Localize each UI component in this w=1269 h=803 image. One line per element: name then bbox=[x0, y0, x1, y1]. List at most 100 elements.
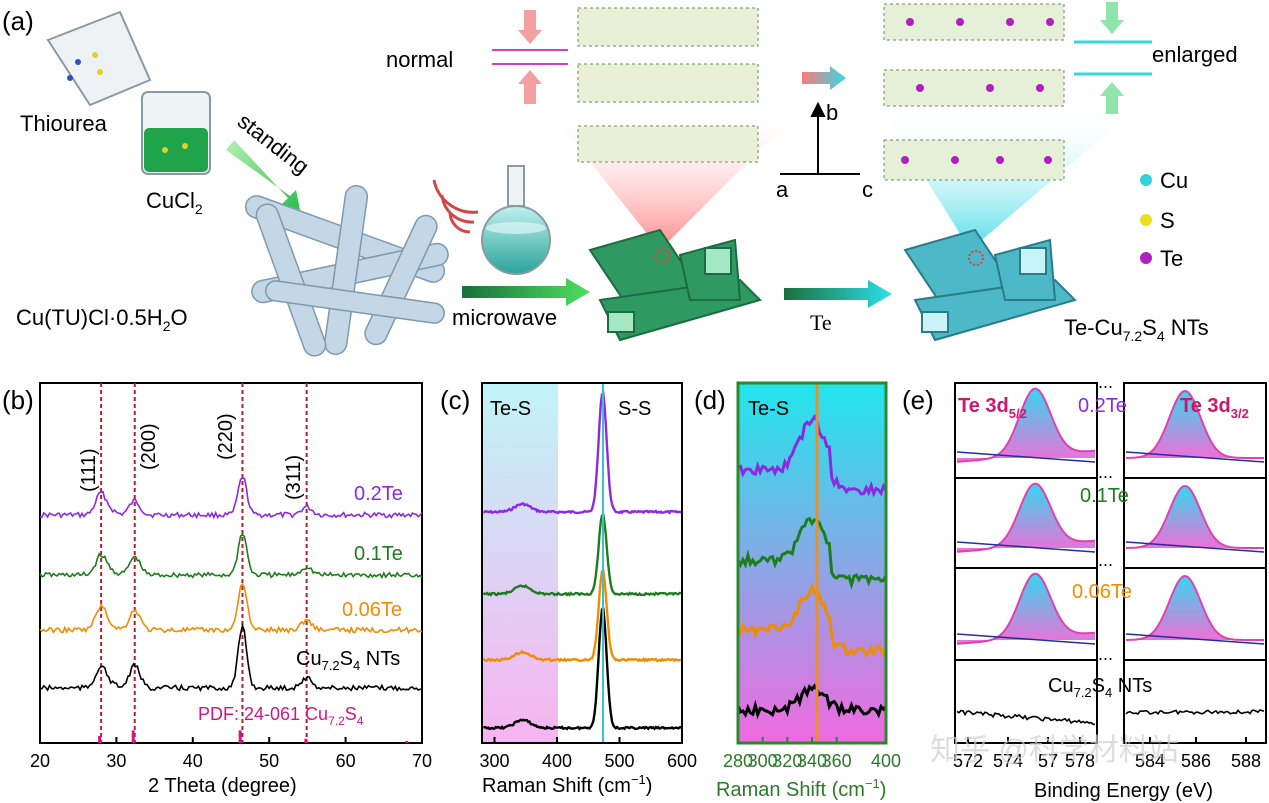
e-series-label-0.2te: 0.2Te bbox=[1078, 395, 1127, 417]
break-mark-3: ... bbox=[1098, 644, 1113, 664]
d-tick-label-5: 400 bbox=[871, 751, 901, 771]
e-fill-0-0 bbox=[957, 388, 1095, 462]
e-envelope-1-0 bbox=[956, 482, 1096, 553]
e-baseline-1-0 bbox=[956, 541, 1096, 553]
panel-d-xlabel: Raman Shift (cm−1) bbox=[716, 776, 886, 801]
axis-c-label: c bbox=[862, 177, 873, 202]
panel-e-breaks: ... ... ... ... bbox=[1098, 372, 1113, 664]
e-peak-left-label: Te 3d5/2 bbox=[958, 395, 1027, 421]
cyan-tubes-icon bbox=[903, 228, 1077, 342]
legend-s-dot bbox=[1140, 214, 1152, 226]
e-fill-2-1 bbox=[1126, 576, 1264, 640]
panel-e-xlabel: Binding Energy (eV) bbox=[1034, 780, 1213, 802]
panel-c-ss-label: S-S bbox=[618, 398, 651, 420]
panel-b-frame bbox=[39, 382, 423, 744]
break-mark-1: ... bbox=[1098, 462, 1113, 482]
b-tick-label-0: 20 bbox=[30, 751, 50, 771]
d-tick-label-1: 300 bbox=[748, 751, 778, 771]
b-curve-3 bbox=[39, 623, 423, 693]
panel-a-label: (a) bbox=[2, 6, 34, 36]
e-tick-label-5: 586 bbox=[1181, 751, 1211, 771]
c-curve-0 bbox=[483, 391, 683, 515]
te-arrow-label: Te bbox=[810, 310, 832, 335]
d-tick-label-4: 360 bbox=[822, 751, 852, 771]
panel-d-bg bbox=[738, 383, 886, 743]
c-tick-label-0: 300 bbox=[479, 751, 509, 771]
rods-bundle-icon bbox=[244, 184, 449, 357]
e-cu-curve-1 bbox=[1125, 709, 1265, 716]
panel-c-tes-label: Te-S bbox=[490, 398, 531, 420]
panel-e-xticks: 572 574 57 578 584 586 588 bbox=[953, 737, 1261, 771]
panel-b-peak-guides bbox=[100, 383, 308, 743]
b-tick-label-1: 30 bbox=[106, 751, 126, 771]
b-series-label-0.2te: 0.2Te bbox=[354, 483, 403, 505]
pdf-label: PDF: 24-061 Cu7.2S4 bbox=[198, 704, 364, 728]
crystal-layers-enlarged bbox=[883, 3, 1065, 181]
e-fill-1-0 bbox=[957, 483, 1095, 552]
peak-label-311: (311) bbox=[283, 455, 305, 500]
b-curve-2 bbox=[39, 582, 423, 635]
e-envelope-0-0 bbox=[956, 387, 1096, 463]
panel-d-label: (d) bbox=[694, 385, 726, 415]
legend-cu-label: Cu bbox=[1160, 168, 1188, 193]
enlarged-label: enlarged bbox=[1152, 42, 1238, 67]
e-fill-2-0 bbox=[957, 573, 1095, 644]
product-label: Te-Cu7.2S4 NTs bbox=[1064, 315, 1209, 344]
b-tick-label-3: 50 bbox=[259, 751, 279, 771]
b-series-label-0.06te: 0.06Te bbox=[342, 599, 402, 621]
crystal-layers-normal bbox=[577, 7, 759, 163]
axis-b-label: b bbox=[826, 100, 838, 125]
break-mark-2: ... bbox=[1098, 550, 1113, 570]
microwave-arrow bbox=[462, 278, 590, 306]
e-baseline-0-0 bbox=[956, 451, 1096, 463]
up-arrow-red bbox=[518, 70, 542, 104]
panel-b-xlabel: 2 Theta (degree) bbox=[148, 775, 297, 797]
e-cu-curve-0 bbox=[956, 709, 1096, 726]
peak-label-200: (200) bbox=[138, 423, 160, 470]
panel-b-curves bbox=[39, 477, 423, 693]
e-baseline-0-1 bbox=[1125, 451, 1265, 463]
break-mark-0: ... bbox=[1098, 372, 1113, 392]
e-tick-label-4: 584 bbox=[1135, 751, 1165, 771]
legend-te-label: Te bbox=[1160, 246, 1183, 271]
panel-c-frame bbox=[481, 382, 683, 744]
e-baseline-2-0 bbox=[956, 633, 1096, 645]
e-fill-0-1 bbox=[1126, 391, 1264, 458]
b-tick-label-2: 40 bbox=[183, 751, 203, 771]
flask-icon bbox=[481, 165, 551, 275]
e-fill-1-1 bbox=[1126, 486, 1264, 548]
d-curve-2 bbox=[737, 582, 888, 659]
c-tick-label-3: 600 bbox=[667, 751, 697, 771]
panel-b-xticks: 20 30 40 50 60 70 bbox=[30, 737, 432, 771]
b-tick-label-5: 70 bbox=[412, 751, 432, 771]
e-tick-label-0: 572 bbox=[953, 751, 983, 771]
green-tubes-icon bbox=[588, 228, 762, 342]
e-baseline-2-1 bbox=[1125, 633, 1265, 645]
d-curve-1 bbox=[736, 516, 888, 590]
cucl2-label: CuCl2 bbox=[146, 188, 203, 217]
down-arrow-green bbox=[1100, 2, 1124, 34]
axis-a-label: a bbox=[776, 177, 789, 202]
c-tick-label-2: 500 bbox=[604, 751, 634, 771]
panel-d-tes-label: Te-S bbox=[748, 398, 789, 420]
b-series-label-cu: Cu7.2S4 NTs bbox=[296, 648, 400, 673]
e-series-label-0.06te: 0.06Te bbox=[1072, 581, 1132, 603]
legend-te-dot bbox=[1140, 252, 1152, 264]
legend-cu-dot bbox=[1140, 174, 1152, 186]
c-curve-1 bbox=[482, 512, 683, 597]
panel-c-xlabel: Raman Shift (cm−1) bbox=[482, 772, 652, 797]
pouring-beaker-icon bbox=[46, 10, 152, 107]
crystal-axes bbox=[780, 101, 860, 175]
b-curve-0 bbox=[39, 477, 423, 520]
normal-label: normal bbox=[386, 47, 453, 72]
e-tick-label-1: 574 bbox=[993, 751, 1023, 771]
panel-c-label: (c) bbox=[440, 385, 470, 415]
down-arrow-red bbox=[518, 10, 542, 44]
panel-e-curves bbox=[956, 387, 1265, 726]
legend-s-label: S bbox=[1160, 208, 1175, 233]
c-tick-label-1: 400 bbox=[542, 751, 572, 771]
microwave-label: microwave bbox=[452, 305, 557, 330]
e-series-label-0.1te: 0.1Te bbox=[1080, 485, 1129, 507]
panel-c-tes-region bbox=[482, 383, 558, 743]
